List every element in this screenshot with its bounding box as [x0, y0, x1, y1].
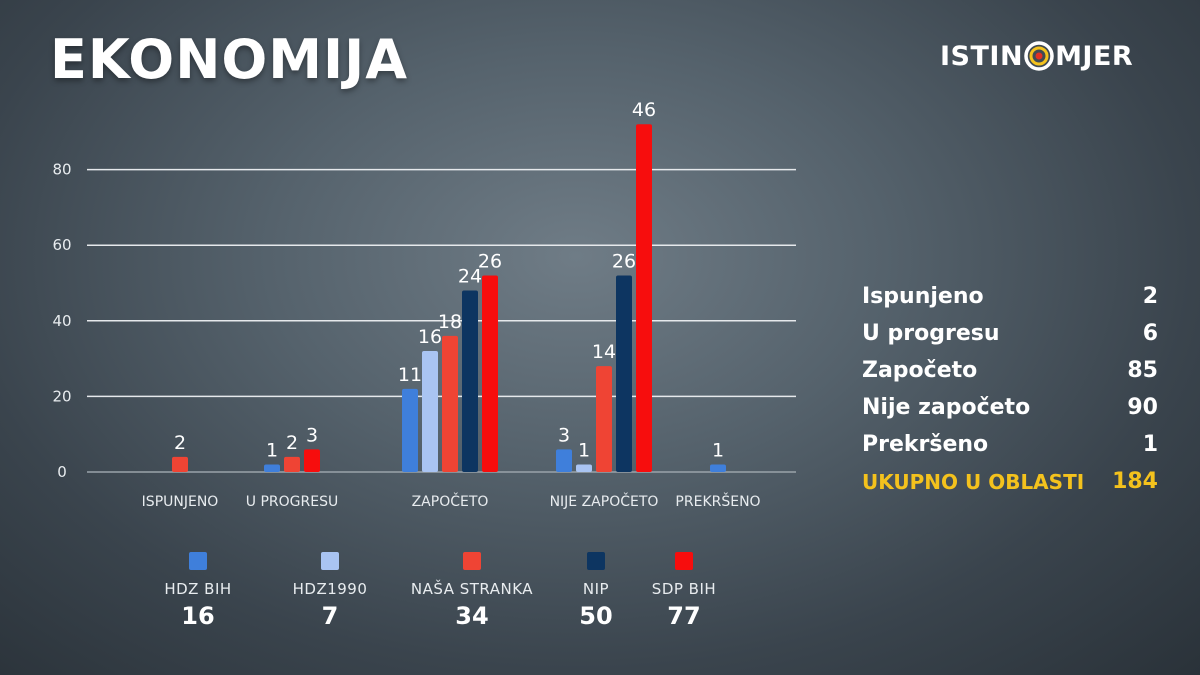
summary-label: UKUPNO U OBLASTI — [862, 470, 1085, 494]
summary-value: 85 — [1127, 358, 1158, 383]
bar — [304, 449, 320, 472]
x-tick-label: U PROGRESU — [246, 494, 338, 510]
legend-label: NAŠA STRANKA — [410, 580, 534, 598]
bar — [284, 456, 300, 472]
bar — [576, 464, 592, 472]
legend-item: HDZ BIH 16 — [128, 550, 268, 630]
summary-label: Nije započeto — [862, 395, 1031, 420]
summary-label: Započeto — [862, 358, 978, 383]
y-tick-label: 80 — [52, 161, 71, 179]
page-title: EKONOMIJA — [50, 28, 409, 91]
bar — [462, 290, 478, 472]
x-tick-label: PREKRŠENO — [675, 492, 760, 510]
y-tick-label: 0 — [57, 463, 67, 481]
legend-item: SDP BIH 77 — [614, 550, 754, 630]
bar-value-label: 1 — [712, 439, 724, 461]
summary-row: Započeto 85 — [862, 356, 1158, 393]
bar-value-label: 2 — [286, 432, 298, 454]
summary-row: Ispunjeno 2 — [862, 282, 1158, 319]
summary-value: 184 — [1112, 469, 1158, 494]
target-o-icon — [1024, 41, 1054, 71]
bar — [482, 275, 498, 472]
legend-item: NIP 50 — [526, 550, 666, 630]
legend-total: 34 — [455, 602, 489, 630]
y-tick-label: 60 — [52, 236, 71, 254]
x-tick-label: ZAPOČETO — [412, 492, 489, 510]
legend-swatch — [587, 552, 605, 570]
summary-row: U progresu 6 — [862, 319, 1158, 356]
legend-label: NIP — [582, 580, 610, 598]
bar — [556, 449, 572, 472]
bar — [172, 456, 188, 472]
bar-value-label: 2 — [174, 432, 186, 454]
y-tick-label: 20 — [52, 387, 71, 405]
bar-value-label: 3 — [306, 424, 318, 446]
bar — [402, 388, 418, 472]
bar-value-label: 46 — [632, 99, 656, 121]
bar — [710, 464, 726, 472]
bar-value-label: 1 — [266, 439, 278, 461]
bar — [264, 464, 280, 472]
legend-label: SDP BIH — [651, 580, 717, 598]
y-tick-label: 40 — [52, 312, 71, 330]
bar-value-label: 26 — [478, 250, 502, 272]
summary-table: Ispunjeno 2 U progresu 6 Započeto 85 Nije zapo… — [862, 282, 1158, 504]
summary-label: Ispunjeno — [862, 284, 984, 309]
bar-value-label: 14 — [592, 341, 616, 363]
summary-total-row: UKUPNO U OBLASTI 184 — [862, 467, 1158, 504]
summary-value: 90 — [1127, 395, 1158, 420]
summary-row: Prekršeno 1 — [862, 430, 1158, 467]
bar-value-label: 26 — [612, 250, 636, 272]
bar — [596, 366, 612, 472]
bar-value-label: 1 — [578, 439, 590, 461]
legend-label: HDZ1990 — [292, 580, 368, 598]
summary-value: 2 — [1142, 284, 1158, 309]
bar-value-label: 24 — [458, 266, 482, 288]
x-tick-label: ISPUNJENO — [142, 494, 219, 510]
istinomjer-logo: ISTIN MJER — [940, 36, 1133, 76]
bar-value-label: 11 — [398, 364, 422, 386]
logo-text-right: MJER — [1055, 40, 1134, 72]
logo-text-left: ISTIN — [940, 40, 1024, 72]
bar-value-label: 16 — [418, 326, 442, 348]
summary-value: 6 — [1142, 321, 1158, 346]
summary-row: Nije započeto 90 — [862, 393, 1158, 430]
legend-swatch — [463, 552, 481, 570]
summary-label: U progresu — [862, 321, 1000, 346]
bar-value-label: 18 — [438, 311, 462, 333]
legend-item: NAŠA STRANKA 34 — [402, 550, 542, 630]
x-tick-label: NIJE ZAPOČETO — [550, 492, 659, 510]
bar — [442, 335, 458, 472]
legend-total: 50 — [579, 602, 613, 630]
bar — [636, 124, 652, 473]
legend-total: 7 — [321, 602, 339, 630]
legend-swatch — [321, 552, 339, 570]
legend-label: HDZ BIH — [164, 580, 232, 598]
legend-total: 77 — [667, 602, 701, 630]
chart-legend: HDZ BIH 16 HDZ1990 7 NAŠA STRANKA 34 NIP 50 SDP … — [0, 550, 800, 640]
bar — [616, 275, 632, 472]
bar — [422, 351, 438, 472]
summary-value: 1 — [1142, 432, 1158, 457]
legend-total: 16 — [181, 602, 215, 630]
summary-label: Prekršeno — [862, 432, 989, 457]
legend-swatch — [675, 552, 693, 570]
bar-value-label: 3 — [558, 424, 570, 446]
legend-swatch — [189, 552, 207, 570]
legend-item: HDZ1990 7 — [260, 550, 400, 630]
bar-chart: 0 20 40 60 80 ISPUNJENO U PROGRESU ZAPOČETO NIJE… — [52, 99, 796, 510]
